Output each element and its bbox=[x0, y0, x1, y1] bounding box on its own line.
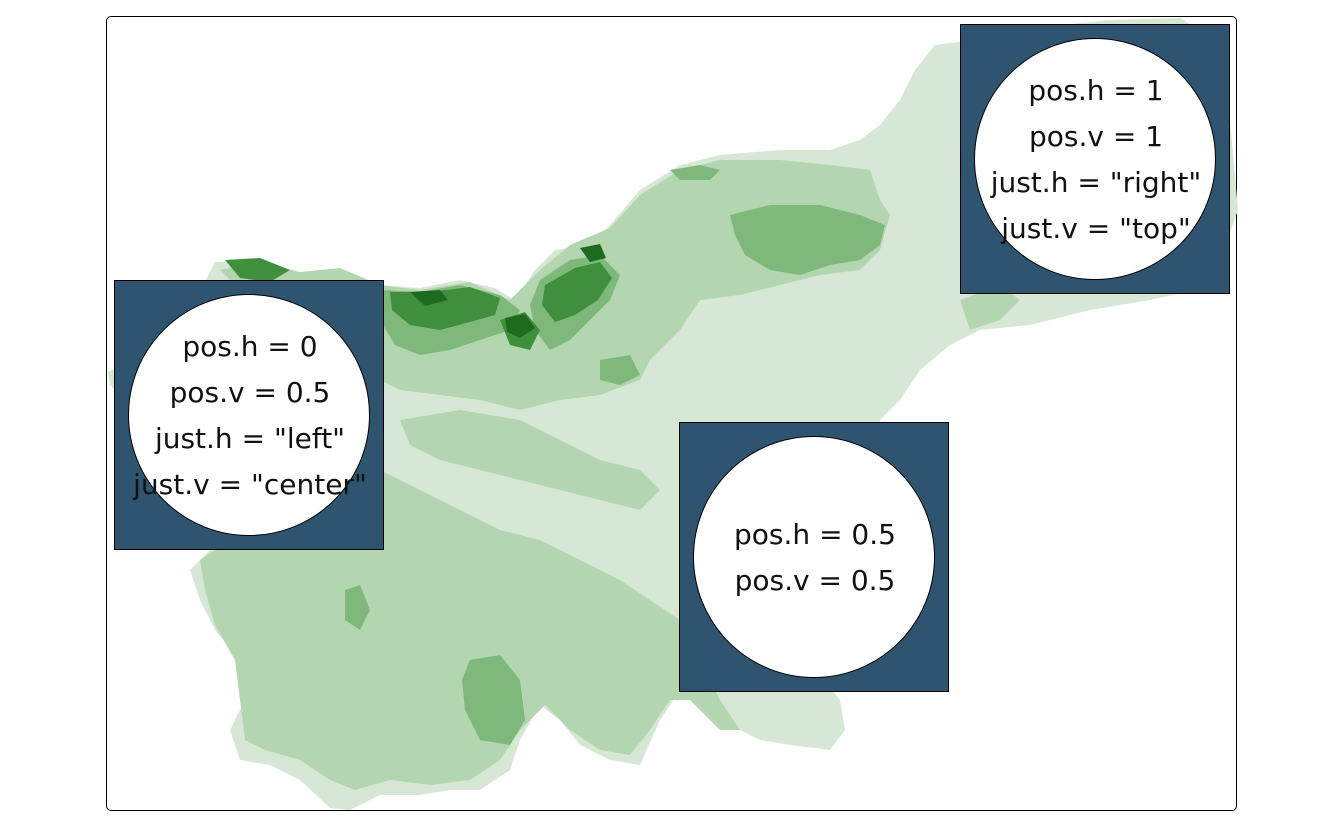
legend-label-center: pos.h = 0.5 pos.v = 0.5 bbox=[680, 423, 950, 693]
legend-box-top-right: pos.h = 1 pos.v = 1 just.h = "right" jus… bbox=[960, 24, 1230, 294]
legend-box-center: pos.h = 0.5 pos.v = 0.5 bbox=[679, 422, 949, 692]
elevation-band-3d bbox=[462, 655, 525, 745]
legend-label-left: pos.h = 0 pos.v = 0.5 just.h = "left" ju… bbox=[115, 281, 385, 551]
elevation-band-5c bbox=[410, 290, 448, 306]
elevation-band-5b bbox=[580, 244, 606, 262]
elevation-band-2b bbox=[200, 470, 740, 790]
legend-label-top-right: pos.h = 1 pos.v = 1 just.h = "right" jus… bbox=[961, 25, 1231, 295]
legend-line: just.h = "right" bbox=[990, 166, 1202, 199]
legend-line: pos.h = 0 bbox=[182, 330, 318, 363]
elevation-band-3g bbox=[670, 165, 720, 180]
elevation-band-2c bbox=[400, 410, 660, 510]
elevation-band-3 bbox=[730, 205, 885, 275]
map-frame bbox=[106, 16, 1237, 811]
elevation-band-3e bbox=[600, 355, 640, 385]
elevation-band-2d bbox=[960, 285, 1020, 330]
legend-line: just.v = "top" bbox=[1001, 212, 1191, 245]
legend-circle-top-right bbox=[974, 38, 1216, 280]
legend-line: just.h = "left" bbox=[154, 422, 346, 455]
legend-line: pos.v = 1 bbox=[1028, 120, 1164, 153]
legend-circle-left bbox=[128, 294, 370, 536]
elevation-band-4c bbox=[225, 258, 290, 282]
legend-line: pos.h = 0.5 bbox=[734, 518, 896, 551]
legend-box-left: pos.h = 0 pos.v = 0.5 just.h = "left" ju… bbox=[114, 280, 384, 550]
legend-line: just.v = "center" bbox=[133, 468, 367, 501]
legend-line: pos.v = 0.5 bbox=[169, 376, 331, 409]
elevation-band-5 bbox=[505, 314, 535, 338]
elevation-band-4b bbox=[542, 262, 612, 322]
legend-line: pos.v = 0.5 bbox=[734, 564, 896, 597]
elevation-band-3f bbox=[345, 585, 370, 630]
legend-circle-center bbox=[693, 436, 935, 678]
legend-line: pos.h = 1 bbox=[1028, 74, 1164, 107]
